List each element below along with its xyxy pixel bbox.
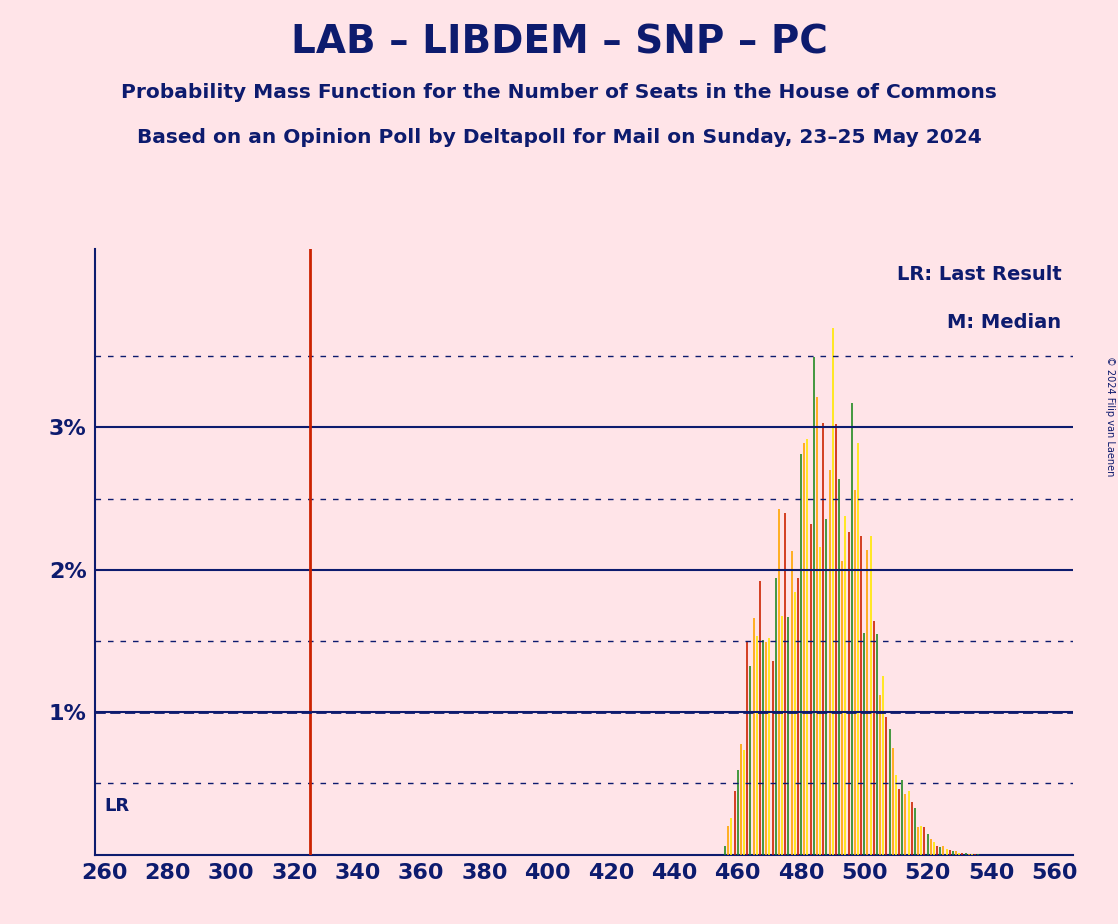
Text: LR: LR [104,796,130,815]
Text: LR: Last Result: LR: Last Result [897,264,1061,284]
Text: M: Median: M: Median [947,313,1061,332]
Text: Probability Mass Function for the Number of Seats in the House of Commons: Probability Mass Function for the Number… [121,83,997,103]
Text: Based on an Opinion Poll by Deltapoll for Mail on Sunday, 23–25 May 2024: Based on an Opinion Poll by Deltapoll fo… [136,128,982,147]
Text: © 2024 Filip van Laenen: © 2024 Filip van Laenen [1105,356,1115,476]
Text: LAB – LIBDEM – SNP – PC: LAB – LIBDEM – SNP – PC [291,23,827,61]
